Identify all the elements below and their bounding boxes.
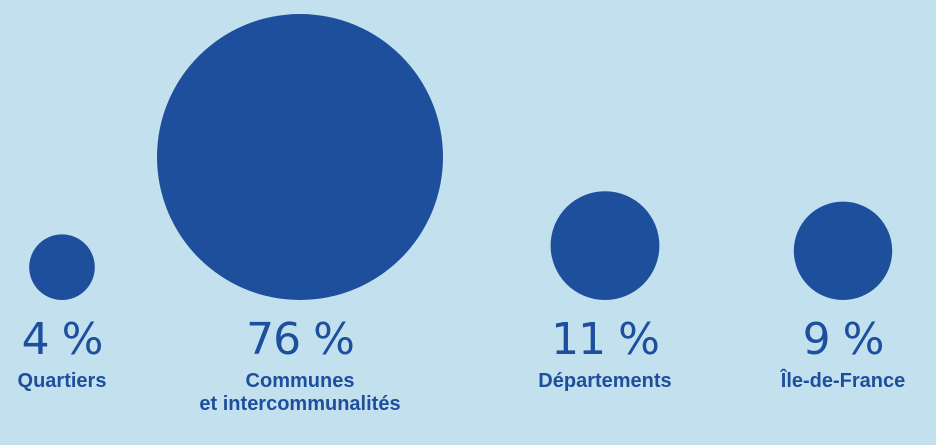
category-departements: 11 % Départements — [538, 318, 671, 393]
category-ile-de-france: 9 % Île-de-France — [781, 318, 905, 393]
category-label-line: Communes — [245, 370, 355, 392]
category-label-departements: Départements — [538, 370, 671, 393]
category-quartiers: 4 % Quartiers — [18, 318, 107, 393]
bubble-communes — [157, 14, 443, 300]
category-communes: 76 % Communes et intercommunalités — [199, 318, 400, 416]
bubble-departements — [550, 191, 660, 300]
category-label-ile-de-france: Île-de-France — [781, 370, 905, 393]
percent-label-communes: 76 % — [246, 314, 355, 365]
category-label-line: Départements — [538, 370, 672, 392]
category-label-communes: Communes et intercommunalités — [199, 370, 400, 416]
percent-label-quartiers: 4 % — [21, 314, 104, 365]
bubble-quartiers — [29, 234, 95, 300]
category-label-line: Quartiers — [17, 370, 107, 392]
category-label-quartiers: Quartiers — [18, 370, 107, 393]
percent-label-ile-de-france: 9 % — [802, 314, 885, 365]
category-label-line: Île-de-France — [780, 370, 906, 392]
category-label-line: et intercommunalités — [199, 393, 401, 415]
bubble-ile-de-france — [793, 201, 893, 300]
percent-label-departements: 11 % — [551, 314, 660, 365]
